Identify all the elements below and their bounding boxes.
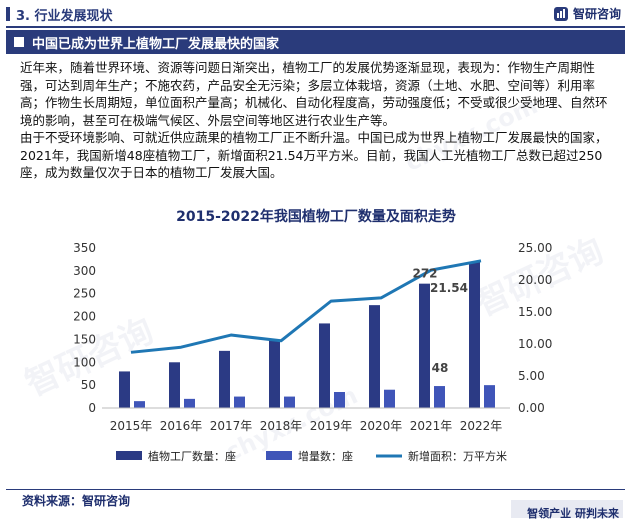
legend-label: 植物工厂数量：座 <box>148 449 236 463</box>
paragraph-1: 近年来，随着世界环境、资源等问题日渐突出，植物工厂的发展优势逐渐显现，表现为：作… <box>20 60 608 128</box>
y-right-tick-label: 5.00 <box>518 369 545 383</box>
section-banner: 中国已成为世界上植物工厂发展最快的国家 <box>6 30 625 54</box>
paragraph-2: 由于不受环境影响、可就近供应蔬果的植物工厂正不断升温。中国已成为世界上植物工厂发… <box>20 130 608 180</box>
data-label: 48 <box>432 361 449 375</box>
header-divider <box>6 26 625 28</box>
header-accent <box>6 7 10 21</box>
brand-logo: 智研咨询 <box>553 5 621 22</box>
y-right-tick-label: 0.00 <box>518 401 545 415</box>
bar-increment <box>484 385 495 408</box>
y-left-tick-label: 300 <box>73 264 96 278</box>
y-left-tick-label: 150 <box>73 332 96 346</box>
bar-quantity <box>369 305 380 408</box>
bar-increment <box>234 396 245 408</box>
chart-title: 2015-2022年我国植物工厂数量及面积走势 <box>176 209 456 225</box>
y-right-tick-label: 20.00 <box>518 273 552 287</box>
chart-svg: 0 50 100 150 200 250 300 350 0.00 5.00 10.00 15.00 2… <box>73 241 552 463</box>
footer-divider <box>6 489 625 490</box>
legend-label: 增量数：座 <box>298 449 353 463</box>
x-tick-label: 2020年 <box>360 419 403 433</box>
body-text: 近年来，随着世界环境、资源等问题日渐突出，植物工厂的发展优势逐渐显现，表现为：作… <box>20 59 616 182</box>
x-tick-label: 2017年 <box>210 419 253 433</box>
bar-quantity <box>319 323 330 408</box>
bar-quantity <box>469 261 480 408</box>
section-title: 3. 行业发展现状 <box>16 9 113 24</box>
y-right-tick-label: 10.00 <box>518 337 552 351</box>
bar-increment <box>334 392 345 408</box>
bar-quantity <box>419 283 430 408</box>
y-right-tick-label: 15.00 <box>518 305 552 319</box>
slogan-box <box>511 500 623 518</box>
x-tick-label: 2022年 <box>460 419 503 433</box>
x-tick-label: 2021年 <box>410 419 453 433</box>
slogan: 智领产业 研判未来 <box>527 507 619 520</box>
bar-quantity <box>269 339 280 408</box>
line-area <box>130 259 482 354</box>
y-right-tick-label: 25.00 <box>518 241 552 255</box>
brand-icon <box>553 6 568 21</box>
bar-increment <box>134 401 145 408</box>
banner-square-icon <box>14 37 24 47</box>
page-header: 3. 行业发展现状 智研咨询 <box>0 0 631 28</box>
bar-quantity <box>219 350 230 408</box>
y-left-tick-label: 200 <box>73 310 96 324</box>
data-label: 21.54 <box>430 281 468 295</box>
y-left-tick-label: 350 <box>73 241 96 255</box>
bar-quantity <box>169 362 180 408</box>
x-tick-label: 2019年 <box>310 419 353 433</box>
bar-increment <box>284 396 295 408</box>
y-left-tick-label: 100 <box>73 355 96 369</box>
source-note: 资料来源：智研咨询 <box>22 494 131 508</box>
bar-quantity <box>119 371 130 408</box>
bar-increment <box>434 386 445 408</box>
banner-title: 中国已成为世界上植物工厂发展最快的国家 <box>32 37 280 52</box>
x-tick-label: 2018年 <box>260 419 303 433</box>
x-tick-label: 2015年 <box>110 419 153 433</box>
y-left-tick-label: 0 <box>88 401 96 415</box>
x-tick-label: 2016年 <box>160 419 203 433</box>
legend-label: 新增面积：万平方米 <box>408 449 507 463</box>
brand-name: 智研咨询 <box>572 7 621 21</box>
bar-increment <box>384 389 395 408</box>
legend-bar-swatch <box>116 451 142 460</box>
legend-bar-swatch <box>266 451 292 460</box>
bar-increment <box>184 398 195 408</box>
chart-container: 2015-2022年我国植物工厂数量及面积走势 0 50 100 150 200 250 3… <box>36 198 596 488</box>
y-left-tick-label: 250 <box>73 287 96 301</box>
y-left-tick-label: 50 <box>81 378 96 392</box>
data-label: 272 <box>412 267 437 281</box>
